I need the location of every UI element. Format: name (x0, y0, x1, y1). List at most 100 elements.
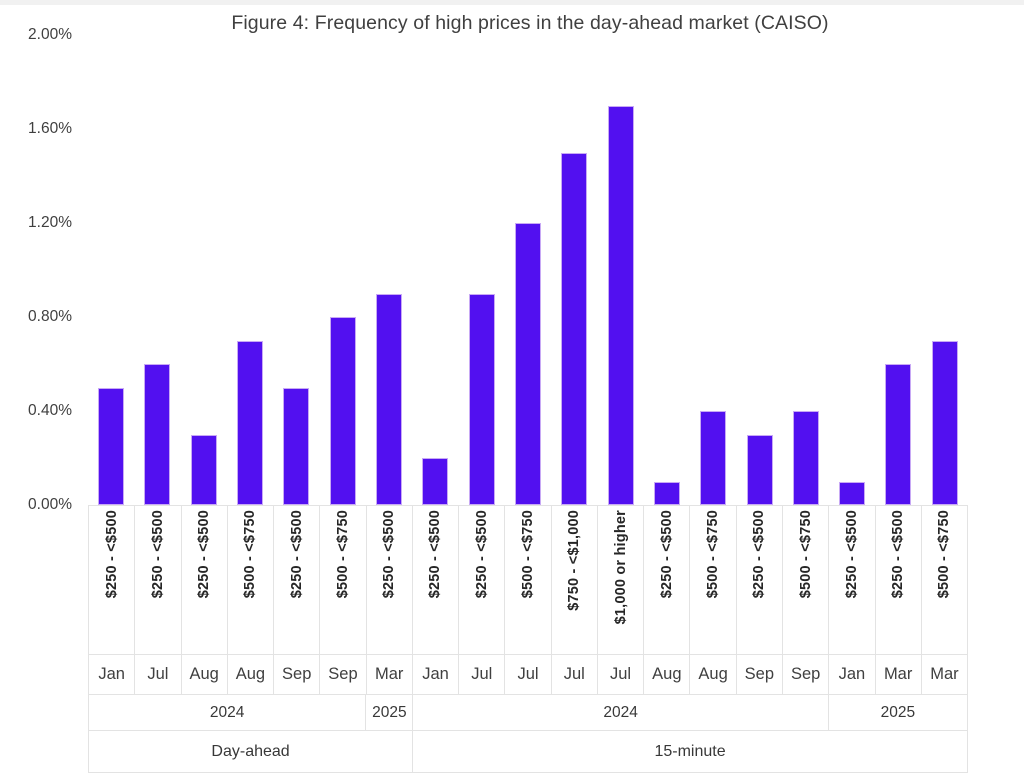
x-axis-price-range-cell: $250 - <$500 (134, 505, 181, 655)
month-label: Aug (698, 665, 728, 683)
month-label: Mar (883, 665, 913, 683)
price-range-label: $250 - <$500 (427, 510, 444, 599)
price-range-label: $250 - <$500 (890, 510, 907, 599)
x-axis-price-range-cell: $250 - <$500 (874, 505, 921, 655)
month-label: Mar (930, 665, 959, 683)
y-axis-tick-label: 0.40% (28, 402, 72, 419)
x-axis-month-row: Jan Jul Aug Aug Sep Sep Mar Jan Jul Jul Jul Jul Aug A… (88, 655, 969, 695)
price-range-label: $500 - <$750 (242, 510, 259, 599)
x-axis-price-range-cell: $250 - <$500 (828, 505, 875, 655)
bar-slot (736, 35, 782, 505)
market-label: 15-minute (654, 742, 726, 760)
x-axis-month-cell: Jan (828, 655, 875, 695)
x-axis-price-range-cell: $500 - <$750 (920, 505, 969, 655)
month-label: Jan (98, 665, 125, 683)
x-axis-month-cell: Mar (920, 655, 969, 695)
bar-slot (366, 35, 412, 505)
x-axis-price-range-cell: $500 - <$750 (689, 505, 736, 655)
bar-slot (227, 35, 273, 505)
x-axis-price-range-row: $250 - <$500 $250 - <$500 $250 - <$500 $500… (88, 505, 969, 655)
bar[interactable] (746, 434, 773, 505)
month-label: Jan (422, 665, 449, 683)
bar[interactable] (376, 293, 403, 505)
bar[interactable] (653, 481, 680, 505)
x-axis-month-cell: Aug (689, 655, 736, 695)
month-label: Sep (744, 665, 775, 683)
bar[interactable] (190, 434, 217, 505)
month-label: Sep (328, 665, 358, 683)
bar-slot (644, 35, 690, 505)
price-range-label: $250 - <$500 (381, 510, 398, 599)
year-label: 2025 (372, 703, 407, 721)
year-label: 2024 (209, 703, 245, 721)
bar[interactable] (561, 152, 588, 505)
price-range-label: $250 - <$500 (751, 510, 768, 599)
y-axis-tick-label: 1.20% (28, 214, 72, 231)
bar-slot (273, 35, 319, 505)
price-range-label: $250 - <$500 (473, 510, 490, 599)
bar-slot (922, 35, 968, 505)
y-axis: 2.00% 1.60% 1.20% 0.80% 0.40% 0.00% (0, 26, 82, 513)
x-axis-price-range-cell: $500 - <$750 (504, 505, 551, 655)
bar[interactable] (98, 387, 125, 505)
bar[interactable] (514, 223, 541, 505)
year-label: 2024 (603, 703, 638, 721)
bar-slot (505, 35, 551, 505)
price-range-label: $500 - <$750 (797, 510, 814, 599)
bar-slot (690, 35, 736, 505)
bar[interactable] (931, 340, 958, 505)
y-axis-tick-label: 1.60% (28, 120, 72, 137)
bar[interactable] (839, 481, 866, 505)
x-axis-month-cell: Jul (550, 655, 597, 695)
bar[interactable] (700, 411, 727, 505)
market-label: Day-ahead (211, 742, 290, 760)
month-label: Aug (189, 665, 219, 683)
price-range-label: $250 - <$500 (196, 510, 213, 599)
x-axis-market-cell: Day-ahead (88, 731, 413, 773)
bar-slot (88, 35, 134, 505)
bar-slot (181, 35, 227, 505)
bars-layer (88, 35, 968, 505)
bar-slot (320, 35, 366, 505)
bar[interactable] (792, 411, 819, 505)
x-axis-month-cell: Jul (458, 655, 505, 695)
x-axis-year-cell: 2024 (412, 695, 828, 731)
price-range-label: $250 - <$500 (843, 510, 860, 599)
bar[interactable] (237, 340, 264, 505)
month-label: Jul (147, 665, 169, 683)
x-axis-price-range-cell: $250 - <$500 (365, 505, 412, 655)
x-axis-month-cell: Jul (504, 655, 551, 695)
x-axis-month-cell: Sep (735, 655, 782, 695)
x-axis-year-cell: 2024 (88, 695, 366, 731)
bar-slot (459, 35, 505, 505)
bar[interactable] (468, 293, 495, 505)
x-axis-price-range-cell: $750 - <$1,000 (550, 505, 597, 655)
y-axis-tick-label: 2.00% (28, 26, 72, 43)
month-label: Jul (563, 665, 585, 683)
bar-slot (134, 35, 180, 505)
month-label: Sep (790, 665, 821, 683)
price-range-label: $500 - <$750 (705, 510, 722, 599)
bar[interactable] (329, 317, 356, 505)
price-range-label: $250 - <$500 (149, 510, 166, 599)
x-axis-month-cell: Mar (874, 655, 921, 695)
x-axis-month-cell: Jan (411, 655, 459, 695)
bar[interactable] (144, 364, 171, 505)
x-axis-month-cell: Aug (643, 655, 690, 695)
bar[interactable] (607, 105, 634, 505)
y-axis-tick-label: 0.00% (28, 496, 72, 513)
x-axis-price-range-cell: $250 - <$500 (273, 505, 320, 655)
bar[interactable] (422, 458, 449, 505)
bar-slot (829, 35, 875, 505)
bar[interactable] (283, 387, 310, 505)
x-axis-month-cell: Mar (365, 655, 412, 695)
month-label: Sep (282, 665, 312, 683)
x-axis-month-cell: Jul (596, 655, 644, 695)
x-axis-price-range-cell: $250 - <$500 (643, 505, 690, 655)
x-axis-year-cell: 2025 (365, 695, 413, 731)
bar[interactable] (885, 364, 912, 505)
x-axis-year-row: 2024 2025 2024 2025 (88, 695, 968, 731)
month-label: Jul (517, 665, 539, 683)
chart-title: Figure 4: Frequency of high prices in th… (231, 12, 829, 34)
